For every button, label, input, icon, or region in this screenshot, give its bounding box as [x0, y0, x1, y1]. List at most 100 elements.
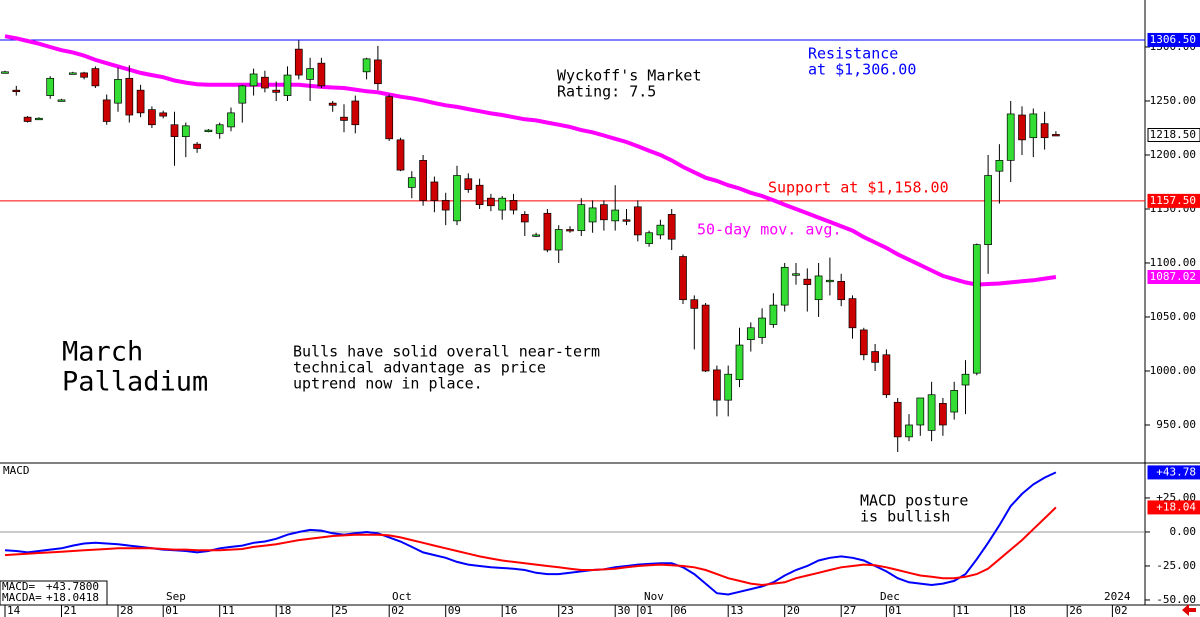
candle-body	[758, 317, 766, 338]
legend-value: +43.7800	[46, 580, 99, 593]
y-tick-label: 1200.00	[1150, 148, 1196, 161]
candle-body	[261, 76, 269, 89]
candle-body	[961, 373, 970, 386]
candle-body	[80, 72, 88, 78]
candle-body	[690, 299, 699, 309]
candle-body	[227, 112, 235, 128]
candle-body	[215, 124, 224, 134]
candle-body	[837, 280, 846, 301]
value-box	[1147, 128, 1200, 143]
y-tick-label: 1250.00	[1150, 94, 1196, 107]
x-tick-label: 13	[730, 604, 743, 617]
candle-body	[181, 125, 190, 137]
moving-average	[4, 34, 1057, 287]
value-box	[1147, 500, 1200, 515]
x-tick-label: 09	[448, 604, 461, 617]
value-box	[1147, 270, 1200, 285]
x-tick-label: 28	[120, 604, 133, 617]
value-box	[1147, 32, 1200, 47]
annotation: uptrend now in place.	[293, 375, 483, 393]
candle-body	[475, 184, 484, 206]
candle-body	[1, 71, 9, 74]
candle-body	[916, 397, 925, 426]
value-box	[1147, 465, 1200, 480]
scroll-arrow[interactable]	[1182, 604, 1196, 616]
y-tick-label: -50.00	[1156, 593, 1196, 606]
value-box-label: 1218.50	[1150, 128, 1196, 141]
candle-body	[927, 394, 936, 431]
x-tick-label: 14	[7, 604, 21, 617]
x-tick-label: 11	[956, 604, 969, 617]
candle-body	[859, 329, 868, 356]
y-tick-label: 1050.00	[1150, 310, 1196, 323]
candle-body	[1006, 113, 1015, 161]
y-tick-label: -25.00	[1156, 559, 1196, 572]
candle-body	[238, 85, 247, 104]
candle-body	[317, 62, 326, 87]
candle-body	[656, 224, 665, 236]
candle-body	[950, 390, 959, 413]
value-box-label: +18.04	[1156, 500, 1196, 513]
candle-body	[972, 244, 981, 374]
x-tick-label: 25	[335, 604, 348, 617]
candle-body	[385, 96, 394, 140]
candle-body	[1029, 113, 1038, 139]
candle-body	[939, 403, 947, 426]
value-box-label: 1087.02	[1150, 270, 1196, 283]
level-name: at $1,306.00	[808, 61, 916, 79]
y-tick-label: 950.00	[1156, 418, 1196, 431]
x-tick-label: 21	[64, 604, 77, 617]
candle-body	[91, 68, 100, 87]
candle-body	[46, 77, 55, 96]
candle-body	[543, 212, 552, 251]
candle-body	[249, 73, 258, 87]
month-label: Dec	[880, 590, 900, 603]
candle-body	[351, 100, 360, 126]
candle-body	[645, 232, 653, 244]
candle-body	[882, 354, 891, 396]
macd-line	[4, 506, 1057, 587]
candle-body	[294, 48, 303, 76]
candle-body	[35, 117, 43, 121]
x-tick-label: 02	[391, 604, 404, 617]
value-box-label: 1157.50	[1150, 194, 1196, 207]
x-tick-label: 02	[1114, 604, 1127, 617]
candle-body	[780, 266, 789, 306]
month-label: Sep	[166, 590, 186, 603]
candle-body	[509, 199, 518, 211]
candle-body	[520, 214, 529, 223]
candle-body	[905, 424, 913, 438]
x-tick-label: 01	[165, 604, 178, 617]
candle-body	[1040, 123, 1049, 139]
candle-body	[441, 199, 450, 211]
candle-body	[487, 197, 495, 207]
annotation: Wyckoff's Market	[557, 67, 702, 85]
legend-value: +18.0418	[46, 591, 99, 604]
candle-body	[746, 327, 755, 341]
month-label: Nov	[644, 590, 664, 603]
candle-body	[713, 369, 721, 401]
x-tick-label: 06	[674, 604, 687, 617]
legend-name: MACD=	[2, 580, 35, 593]
candle-body	[633, 206, 642, 236]
candle-body	[577, 204, 586, 231]
x-tick-label: 18	[278, 604, 291, 617]
y-tick-label: 0.00	[1170, 525, 1197, 538]
candle-body	[102, 99, 111, 122]
candle-body	[995, 160, 1004, 172]
month-label: 2024	[1104, 590, 1131, 603]
candle-body	[600, 204, 608, 221]
candle-body	[283, 74, 292, 96]
level-name: Resistance	[808, 45, 898, 63]
candle-body	[453, 175, 461, 222]
value-box	[1147, 193, 1200, 208]
legend-box	[0, 580, 108, 606]
candle-body	[419, 160, 427, 201]
candle-body	[893, 401, 902, 438]
candle-body	[679, 256, 687, 301]
candle-body	[68, 72, 77, 75]
candle-body	[23, 116, 32, 122]
candle-body	[396, 139, 405, 171]
candle-body	[193, 143, 201, 149]
